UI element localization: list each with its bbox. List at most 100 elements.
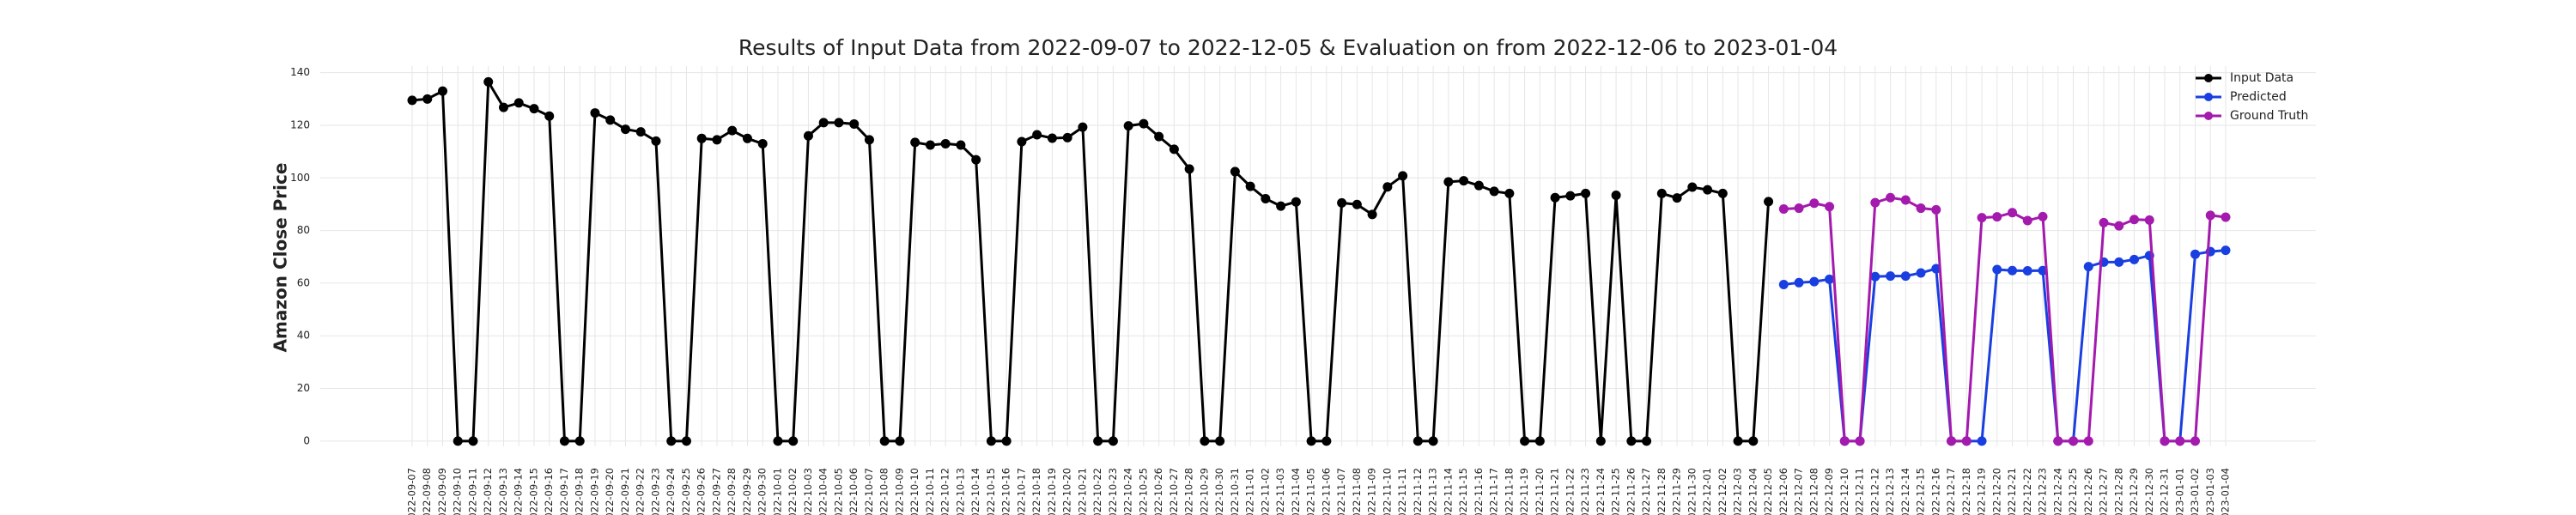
x-tick-label: 2022-11-28 [1656, 468, 1668, 515]
data-point [757, 138, 768, 148]
legend-item: Input Data [2196, 71, 2293, 85]
data-point [2053, 436, 2063, 446]
data-point [2008, 265, 2018, 276]
data-point [513, 98, 524, 108]
data-point [1977, 436, 1987, 446]
x-tick-label: 2022-12-22 [2021, 468, 2033, 515]
data-point [1900, 271, 1911, 282]
data-point [803, 130, 813, 141]
x-tick-label: 2022-12-27 [2098, 468, 2110, 515]
data-point [1382, 182, 1393, 192]
x-tick-label: 2022-12-21 [2006, 468, 2018, 515]
legend-marker [2204, 112, 2213, 120]
data-point [788, 436, 799, 446]
x-tick-label: 2022-11-21 [1549, 468, 1561, 515]
x-tick-label: 2022-12-03 [1732, 468, 1744, 515]
x-tick-label: 2022-11-11 [1396, 468, 1408, 515]
data-point [2144, 215, 2154, 225]
data-point [2083, 436, 2093, 446]
data-point [1108, 436, 1118, 446]
data-point [1459, 176, 1469, 186]
y-axis-label: Amazon Close Price [270, 163, 291, 353]
x-tick-label: 2022-11-20 [1534, 468, 1546, 515]
data-point [1839, 436, 1850, 446]
legend-item: Predicted [2196, 90, 2287, 104]
data-point [468, 436, 478, 446]
x-tick-label: 2022-11-10 [1381, 468, 1393, 515]
x-tick-label: 2022-10-24 [1122, 468, 1134, 515]
series-line [1783, 196, 2227, 443]
data-point [1595, 436, 1606, 446]
data-point [1352, 199, 1362, 209]
legend-label: Input Data [2230, 71, 2293, 85]
data-point [1520, 436, 1530, 446]
data-point [1794, 203, 1804, 214]
x-tick-label: 2022-09-07 [406, 468, 418, 515]
x-tick-label: 2022-10-22 [1091, 468, 1103, 515]
data-point [483, 76, 494, 87]
data-point [1977, 213, 1987, 223]
y-tick-label: 100 [290, 172, 310, 184]
data-point [2221, 245, 2231, 256]
data-point [1291, 197, 1301, 207]
data-point [2114, 221, 2124, 231]
data-point [1626, 436, 1637, 446]
data-point [1687, 182, 1698, 192]
data-point [1825, 202, 1835, 212]
data-point [1534, 436, 1545, 446]
data-point [1778, 279, 1789, 289]
x-tick-label: 2022-11-26 [1625, 468, 1637, 515]
x-tick-label: 2022-12-14 [1899, 468, 1911, 515]
data-point [1276, 201, 1286, 211]
data-point [651, 136, 661, 146]
data-point [1748, 436, 1759, 446]
data-point [1870, 271, 1880, 282]
x-tick-label: 2022-09-29 [741, 468, 753, 515]
data-point [1581, 188, 1591, 198]
data-point [407, 95, 417, 106]
data-point [437, 86, 447, 96]
data-point [1809, 276, 1820, 287]
data-point [1154, 131, 1164, 142]
data-point [1794, 277, 1804, 288]
data-point [1733, 436, 1743, 446]
x-tick-label: 2022-10-31 [1229, 468, 1241, 515]
x-tick-label: 2022-12-05 [1762, 468, 1774, 515]
data-point [1078, 122, 1088, 132]
x-tick-label: 2022-11-16 [1473, 468, 1485, 515]
y-tick-label: 40 [297, 330, 310, 342]
data-point [895, 436, 905, 446]
data-point [1169, 144, 1179, 154]
x-tick-label: 2022-11-03 [1274, 468, 1286, 515]
data-point [1916, 268, 1926, 278]
x-tick-label: 2022-10-01 [771, 468, 783, 515]
data-point [2008, 208, 2018, 218]
data-point [1886, 192, 1896, 203]
x-tick-label: 2022-10-07 [863, 468, 875, 515]
data-point [1931, 204, 1941, 215]
x-tick-label: 2022-10-06 [848, 468, 860, 515]
x-tick-label: 2022-11-07 [1335, 468, 1347, 515]
x-tick-label: 2022-09-17 [558, 468, 570, 515]
x-tick-label: 2022-10-11 [924, 468, 936, 515]
chart-title: Results of Input Data from 2022-09-07 to… [738, 35, 1838, 60]
data-point [864, 135, 874, 145]
x-tick-label: 2022-12-23 [2037, 468, 2049, 515]
x-tick-label: 2022-10-26 [1152, 468, 1164, 515]
x-tick-label: 2022-09-10 [452, 468, 464, 515]
x-tick-label: 2022-12-15 [1915, 468, 1927, 515]
data-point [1703, 185, 1713, 195]
x-tick-label: 2022-11-06 [1320, 468, 1332, 515]
x-tick-label: 2022-12-31 [2159, 468, 2171, 515]
x-tick-label: 2022-12-28 [2112, 468, 2124, 515]
data-point [1473, 180, 1484, 191]
x-tick-label: 2022-12-04 [1747, 468, 1759, 515]
legend-label: Predicted [2230, 90, 2287, 104]
x-tick-label: 2022-11-04 [1290, 468, 1302, 515]
data-point [1992, 212, 2002, 222]
x-tick-label: 2022-11-19 [1518, 468, 1530, 515]
data-point [1916, 203, 1926, 214]
data-point [1855, 436, 1865, 446]
data-point [1764, 197, 1774, 207]
data-point [925, 140, 935, 150]
